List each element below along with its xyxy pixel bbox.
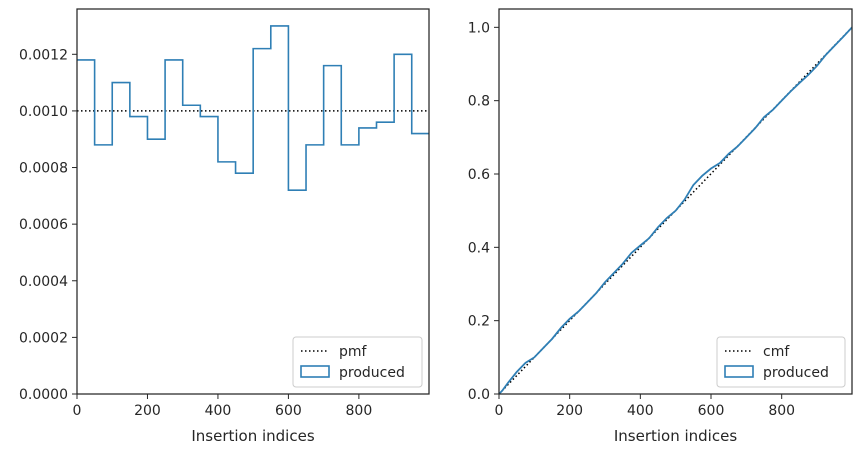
legend-label-produced: produced bbox=[339, 365, 405, 381]
legend-swatch-produced bbox=[300, 365, 330, 378]
legend-box bbox=[292, 336, 423, 388]
x-tick-label: 0 bbox=[73, 403, 82, 419]
series-produced-line bbox=[498, 26, 853, 395]
y-tick-label: 1.0 bbox=[468, 20, 490, 36]
legend: cmf produced bbox=[716, 336, 846, 388]
y-tick-label: 0.0012 bbox=[19, 47, 68, 63]
x-tick-label: 600 bbox=[698, 403, 725, 419]
y-tick-label: 0.4 bbox=[468, 240, 490, 256]
y-tick-label: 0.0002 bbox=[19, 330, 68, 346]
legend-box bbox=[716, 336, 846, 388]
y-tick-label: 0.2 bbox=[468, 314, 490, 330]
legend-label-produced: produced bbox=[763, 365, 829, 381]
x-tick-label: 200 bbox=[556, 403, 583, 419]
x-axis-title: Insertion indices bbox=[191, 427, 314, 445]
plot-frame bbox=[76, 8, 430, 395]
y-tick-label: 0.0006 bbox=[19, 217, 68, 233]
y-tick-label: 0.0004 bbox=[19, 274, 68, 290]
x-tick-label: 600 bbox=[275, 403, 302, 419]
x-tick-label: 800 bbox=[768, 403, 795, 419]
x-tick-label: 0 bbox=[495, 403, 504, 419]
series-produced-step bbox=[77, 25, 429, 191]
x-tick-label: 400 bbox=[627, 403, 654, 419]
x-tick-label: 200 bbox=[134, 403, 161, 419]
y-tick-label: 0.0010 bbox=[19, 104, 68, 120]
pmf-histogram-panel: 0 200 400 600 800 0.0000 0.0002 0.0004 0.0006 0.0… bbox=[19, 8, 430, 445]
y-tick-label: 0.0 bbox=[468, 387, 490, 403]
x-tick-label: 800 bbox=[346, 403, 373, 419]
legend-swatch-produced bbox=[724, 365, 754, 378]
y-tick-label: 0.0000 bbox=[19, 387, 68, 403]
plot-frame bbox=[498, 8, 853, 395]
cmf-line-panel: 0 200 400 600 800 0.0 0.2 0.4 0.6 0.8 1.0 Insertion… bbox=[468, 8, 853, 445]
y-tick-label: 0.8 bbox=[468, 94, 490, 110]
y-tick-label: 0.0008 bbox=[19, 161, 68, 177]
legend-label-pmf: pmf bbox=[339, 344, 368, 360]
x-tick-label: 400 bbox=[205, 403, 232, 419]
x-axis-title: Insertion indices bbox=[614, 427, 737, 445]
legend-label-cmf: cmf bbox=[763, 344, 790, 360]
legend: pmf produced bbox=[292, 336, 423, 388]
y-tick-label: 0.6 bbox=[468, 167, 490, 183]
